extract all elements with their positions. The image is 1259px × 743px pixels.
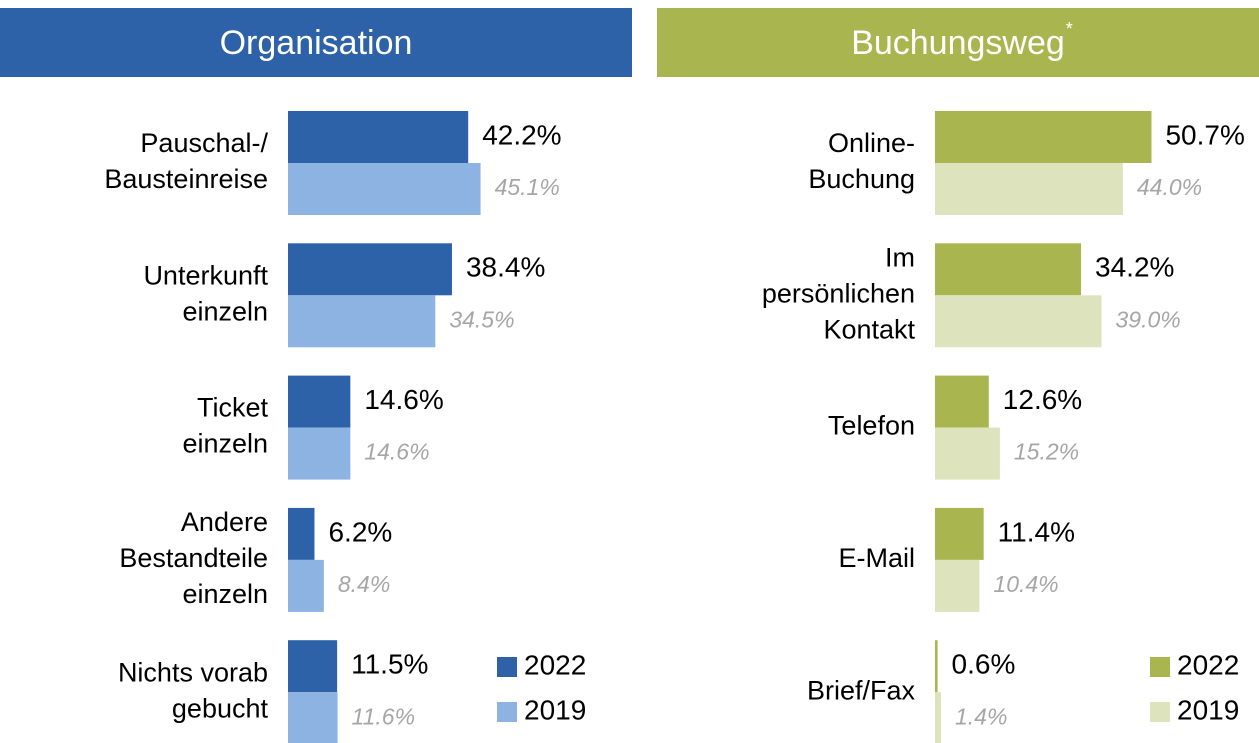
value-label: 10.4%: [993, 571, 1058, 597]
bar: [935, 111, 1152, 163]
category-label: Buchung: [808, 164, 915, 194]
legend-swatch: [497, 702, 517, 722]
value-label: 50.7%: [1165, 119, 1244, 150]
value-label: 1.4%: [955, 703, 1007, 729]
bar: [935, 559, 980, 612]
legend-label: 2019: [1177, 694, 1239, 725]
category-label: einzeln: [182, 429, 268, 459]
value-label: 34.2%: [1095, 252, 1174, 283]
legend-swatch: [1150, 657, 1170, 677]
legend-label: 2022: [1177, 649, 1239, 680]
value-label: 12.6%: [1003, 384, 1082, 415]
category-label: Unterkunft: [143, 260, 268, 290]
category-label: persönlichen: [762, 278, 915, 308]
bar: [935, 640, 938, 693]
category-label: Online-: [828, 128, 915, 158]
bar: [288, 295, 436, 348]
legend-label: 2022: [524, 649, 586, 680]
bar: [935, 295, 1102, 348]
category-label: einzeln: [182, 296, 268, 326]
category-label: Andere: [181, 507, 268, 537]
chart-title: Organisation: [220, 24, 413, 62]
bar: [935, 243, 1082, 296]
legend-swatch: [497, 657, 517, 677]
chart-title: Buchungsweg: [851, 24, 1065, 62]
value-label: 39.0%: [1116, 306, 1181, 332]
bar: [288, 507, 315, 560]
category-label: einzeln: [182, 579, 268, 609]
value-label: 34.5%: [449, 306, 514, 332]
category-label: Bausteinreise: [104, 164, 268, 194]
bar: [288, 163, 481, 215]
bar: [288, 111, 469, 163]
value-label: 45.1%: [495, 174, 560, 200]
value-label: 0.6%: [952, 649, 1016, 680]
title-bar: [0, 8, 632, 77]
category-label: gebucht: [172, 693, 269, 723]
value-label: 38.4%: [466, 252, 545, 283]
category-label: E-Mail: [838, 543, 915, 573]
category-label: Brief/Fax: [807, 675, 916, 705]
category-label: Pauschal-/: [140, 128, 268, 158]
value-label: 11.6%: [352, 703, 416, 729]
bar: [935, 507, 984, 560]
value-label: 6.2%: [328, 516, 392, 547]
category-label: Bestandteile: [119, 543, 268, 573]
value-label: 14.6%: [364, 439, 429, 465]
category-label: Ticket: [197, 393, 269, 423]
value-label: 8.4%: [338, 571, 390, 597]
legend-swatch: [1150, 702, 1170, 722]
category-label: Telefon: [828, 411, 915, 441]
bar: [288, 640, 338, 693]
value-label: 42.2%: [482, 119, 561, 150]
value-label: 15.2%: [1014, 439, 1079, 465]
title-note: *: [1066, 19, 1073, 39]
value-label: 11.4%: [998, 516, 1075, 547]
bar: [288, 692, 338, 743]
title-bar: [657, 8, 1259, 77]
value-label: 44.0%: [1137, 174, 1202, 200]
bar: [288, 559, 324, 612]
bar: [935, 375, 989, 428]
category-label: Im: [885, 242, 915, 272]
bar: [288, 375, 351, 428]
bar: [935, 692, 941, 743]
bar: [288, 427, 351, 480]
bar: [935, 427, 1000, 480]
category-label: Kontakt: [823, 314, 915, 344]
bar: [935, 163, 1123, 215]
value-label: 14.6%: [364, 384, 443, 415]
category-label: Nichts vorab: [118, 657, 268, 687]
legend-label: 2019: [524, 694, 586, 725]
bar: [288, 243, 452, 296]
value-label: 11.5%: [351, 649, 428, 680]
